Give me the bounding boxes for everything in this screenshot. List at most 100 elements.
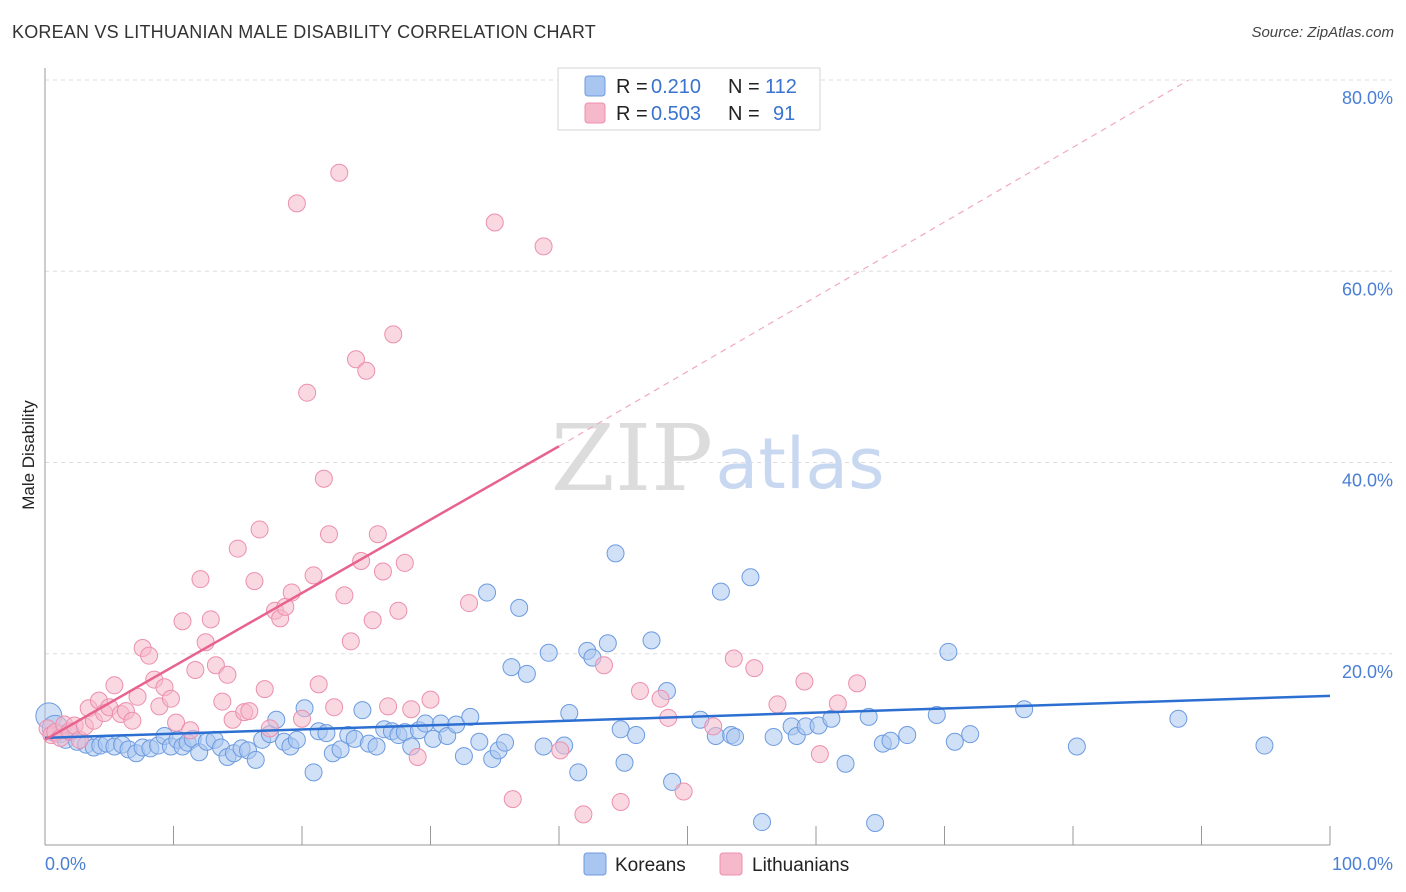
korean-point [961,725,980,744]
data-points [35,163,1274,833]
legend-korean-swatch [583,852,607,876]
lithuanian-point [314,469,333,488]
lithuanian-point [250,520,269,539]
korean-point [416,714,435,733]
korean-point [461,707,480,726]
y-tick-label: 60.0% [1342,279,1393,299]
lithuanian-point [421,690,440,709]
lithuanian-point [304,566,323,585]
korean-point [611,720,630,739]
legend-r-label: R = [616,76,648,98]
lithuanian-point [674,782,693,801]
korean-point [927,705,946,724]
korean-point [539,643,558,662]
lithuanian-point [181,721,200,740]
lithuanian-point [330,163,349,182]
legend-lithuanian-n: 91 [773,103,795,125]
korean-point [898,726,917,745]
korean-point [726,727,745,746]
legend-r-label: R = [616,103,648,125]
lithuanian-point [460,594,479,613]
lithuanian-point [534,237,553,256]
korean-point [496,733,515,752]
lithuanian-point [768,695,787,714]
korean-trend-line [44,694,1331,740]
lithuanian-trend-line [44,445,560,741]
korean-point [510,598,529,617]
legend-korean-r: 0.210 [651,76,701,98]
lithuanian-point [245,572,264,591]
lithuanian-point [745,659,764,678]
lithuanian-point [319,525,338,544]
lithuanian-point [357,361,376,380]
korean-point [1255,736,1274,755]
korean-point [822,709,841,728]
legend-lithuanian-swatch [584,102,606,124]
lithuanian-point [161,689,180,708]
legend-lithuanian-swatch [719,852,743,876]
lithuanian-point [503,790,522,809]
korean-point [642,631,661,650]
correlation-legend: R = 0.210 N = 112 R = 0.503 N = 91 [557,67,821,131]
legend-n-label: N = [728,76,760,98]
lithuanian-point [341,632,360,651]
lithuanian-point [368,525,387,544]
lithuanian-point [186,661,205,680]
korean-point [454,747,473,766]
lithuanian-point [574,805,593,824]
lithuanian-point [260,719,279,738]
korean-point [353,701,372,720]
korean-point [598,634,617,653]
legend-lithuanian-label: Lithuanians [752,855,849,876]
lithuanian-point [724,649,743,668]
lithuanian-point [206,656,225,675]
lithuanian-point [346,350,365,369]
lithuanian-point [298,383,317,402]
korean-point [478,583,497,602]
korean-point [764,727,783,746]
lithuanian-point [848,674,867,693]
y-axis-label: Male Disability [19,400,38,510]
korean-point [836,754,855,773]
lithuanian-point [191,570,210,589]
korean-point [470,732,489,751]
legend-lithuanian-r: 0.503 [651,103,701,125]
lithuanian-point [363,611,382,630]
korean-point [606,544,625,563]
lithuanian-point [810,745,829,764]
watermark-zip: ZIP [551,405,713,512]
lithuanian-point [551,741,570,760]
korean-point [663,772,682,791]
y-tick-label: 40.0% [1342,471,1393,491]
korean-point [859,707,878,726]
lithuanian-point [293,709,311,728]
lithuanian-point [213,692,232,711]
lithuanian-point [287,194,306,213]
x-tick-label: 100.0% [1332,854,1393,874]
x-tick-label: 0.0% [45,854,86,874]
korean-point [367,737,386,756]
korean-point [287,730,306,749]
lithuanian-point [167,713,186,732]
axis-ticks: 20.0% 40.0% 60.0% 80.0% 0.0% 100.0% [45,88,1393,874]
korean-point [517,664,536,683]
trend-lines [44,79,1331,741]
lithuanian-point [201,610,220,629]
legend-n-label: N = [728,103,760,125]
korean-point [711,582,730,601]
korean-point [1169,709,1188,728]
lithuanian-point [395,553,414,572]
lithuanian-point [611,792,630,811]
lithuanian-point [795,672,814,691]
korean-point [741,568,760,587]
series-legend: Koreans Lithuanians [583,852,849,876]
lithuanian-point [485,213,504,232]
lithuanian-point [651,689,670,708]
source-credit: Source: ZipAtlas.com [1251,24,1394,41]
y-tick-label: 80.0% [1342,88,1393,108]
korean-point [304,763,323,782]
korean-point [1015,700,1034,719]
lithuanian-point [309,675,328,694]
korean-point [939,642,958,661]
